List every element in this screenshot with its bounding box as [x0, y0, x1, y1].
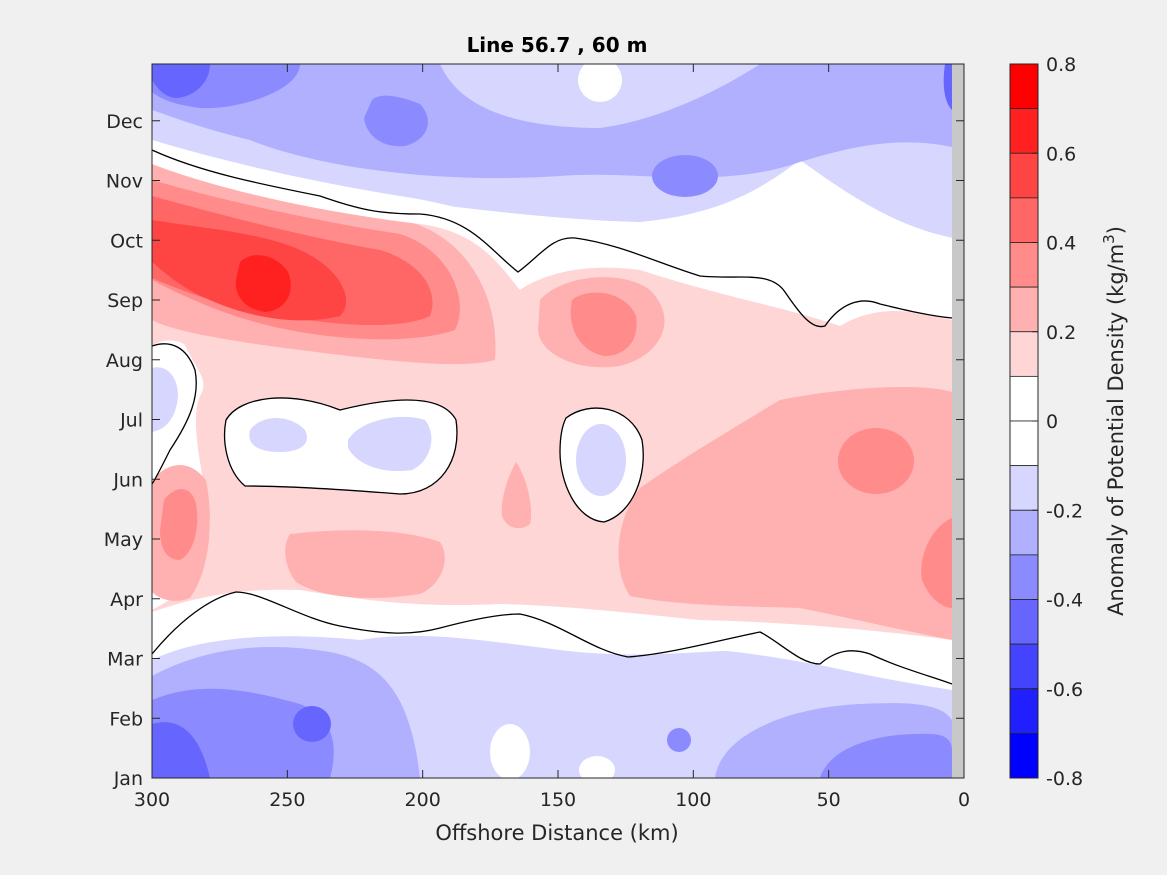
y-axis: Jan Feb Mar Apr May Jun Jul Aug Sep Oct Nov Dec — [104, 111, 964, 790]
contour-region-summer-high-15 — [235, 255, 291, 312]
colorbar-segment — [1009, 643, 1039, 690]
colorbar-segment — [1009, 197, 1039, 243]
colorbar-title: Anomaly of Potential Density (kg/m3) — [1100, 226, 1128, 616]
y-tick-label: Jun — [112, 469, 143, 491]
x-tick-label: 0 — [958, 789, 970, 811]
colorbar-segment — [1009, 732, 1039, 779]
contour-region-summer-high-9 — [570, 292, 637, 356]
x-tick-label: 100 — [675, 789, 711, 811]
y-tick-label: Apr — [110, 589, 143, 611]
colorbar-tick-label: 0 — [1046, 411, 1058, 433]
colorbar-segment — [1009, 375, 1039, 422]
colorbar-tick-label: -0.8 — [1046, 768, 1083, 790]
colorbar — [1009, 63, 1039, 779]
chart-title: Line 56.7 , 60 m — [467, 33, 648, 57]
contour-region-autumn-low-8 — [578, 64, 622, 102]
colorbar-ticks: 0.8 0.6 0.4 0.2 0 -0.2 -0.4 -0.6 -0.8 — [1032, 54, 1083, 790]
colorbar-segment — [1009, 242, 1039, 288]
y-tick-label: Oct — [110, 230, 143, 252]
contour-region-summer-low-7 — [152, 367, 178, 432]
x-tick-label: 250 — [269, 789, 305, 811]
colorbar-title-close: ) — [1104, 226, 1128, 234]
contour-region-autumn-low-7 — [943, 64, 952, 110]
contour-lines — [152, 149, 953, 685]
contour-region-autumn-low-5 — [652, 155, 718, 197]
colorbar-segment — [1009, 554, 1039, 600]
colorbar-segment — [1009, 465, 1039, 511]
y-tick-label: May — [104, 529, 143, 551]
zero-contour-island-2 — [559, 407, 644, 523]
y-tick-label: Aug — [106, 350, 143, 372]
zero-contour-island-1 — [223, 397, 458, 495]
y-tick-label: Feb — [109, 708, 143, 730]
contour-region-winter-low-10 — [579, 756, 615, 778]
contour-region-summer-low-3 — [348, 416, 432, 472]
zero-contour-upper — [152, 149, 953, 328]
colorbar-tick-label: -0.4 — [1046, 590, 1083, 612]
zero-contour-lower — [152, 591, 953, 685]
colorbar-segment — [1009, 63, 1039, 110]
contour-region-spring-zero — [152, 589, 952, 690]
colorbar-tick-label: -0.6 — [1046, 679, 1083, 701]
contour-region-summer-high-7 — [501, 462, 532, 529]
colorbar-segment — [1009, 420, 1039, 467]
contour-region-autumn-low-4 — [364, 95, 428, 147]
contour-region-summer-high-12 — [160, 489, 198, 560]
colorbar-segment — [1009, 152, 1039, 199]
contour-region-winter-low-5 — [820, 733, 952, 778]
contour-region-summer-high-11 — [921, 518, 952, 608]
contour-region-autumn-low-2 — [152, 64, 964, 179]
colorbar-segment — [1009, 108, 1039, 154]
colorbar-segment — [1009, 599, 1039, 645]
colorbar-tick-label: -0.2 — [1046, 500, 1083, 522]
colorbar-segment — [1009, 286, 1039, 333]
contour-region-summer-low-2 — [249, 418, 308, 452]
y-tick-label: Dec — [106, 111, 143, 133]
y-tick-label: Mar — [107, 649, 143, 671]
contour-region-winter-low-9 — [490, 724, 530, 778]
colorbar-tick-label: 0.8 — [1046, 54, 1076, 76]
colorbar-segment — [1009, 688, 1039, 734]
contour-region-autumn-zero — [152, 140, 952, 326]
contour-region-summer-high-4 — [285, 530, 445, 598]
colorbar-title-main: Anomaly of Potential Density (kg/m — [1104, 244, 1128, 616]
contour-region-summer-high-10 — [838, 428, 914, 494]
contour-region-winter-low-7 — [293, 706, 331, 742]
contour-region-autumn-low-6 — [152, 64, 210, 98]
colorbar-segment — [1009, 509, 1039, 556]
no-data-band — [952, 64, 964, 778]
x-axis-title: Offshore Distance (km) — [435, 821, 678, 845]
zero-contour-west — [152, 343, 197, 485]
colorbar-tick-label: 0.6 — [1046, 143, 1076, 165]
y-tick-label: Sep — [107, 290, 143, 312]
y-tick-label: Jan — [113, 768, 143, 790]
y-tick-label: Nov — [106, 171, 143, 193]
colorbar-segment — [1009, 331, 1039, 377]
contour-region-winter-low-6 — [152, 722, 210, 778]
plot-area — [152, 64, 964, 778]
colorbar-tick-label: 0.4 — [1046, 233, 1076, 255]
x-tick-label: 50 — [817, 789, 841, 811]
colorbar-title-superscript: 3 — [1100, 234, 1118, 244]
x-tick-label: 150 — [540, 789, 576, 811]
contour-fill-layers — [152, 64, 964, 778]
x-axis: 300 250 200 150 100 50 0 — [134, 64, 970, 811]
contour-region-summer-low-5 — [576, 424, 626, 496]
contour-region-winter-low-8 — [667, 728, 691, 752]
x-tick-label: 300 — [134, 789, 170, 811]
y-tick-label: Jul — [119, 410, 143, 432]
colorbar-tick-label: 0.2 — [1046, 322, 1076, 344]
x-tick-label: 200 — [405, 789, 441, 811]
